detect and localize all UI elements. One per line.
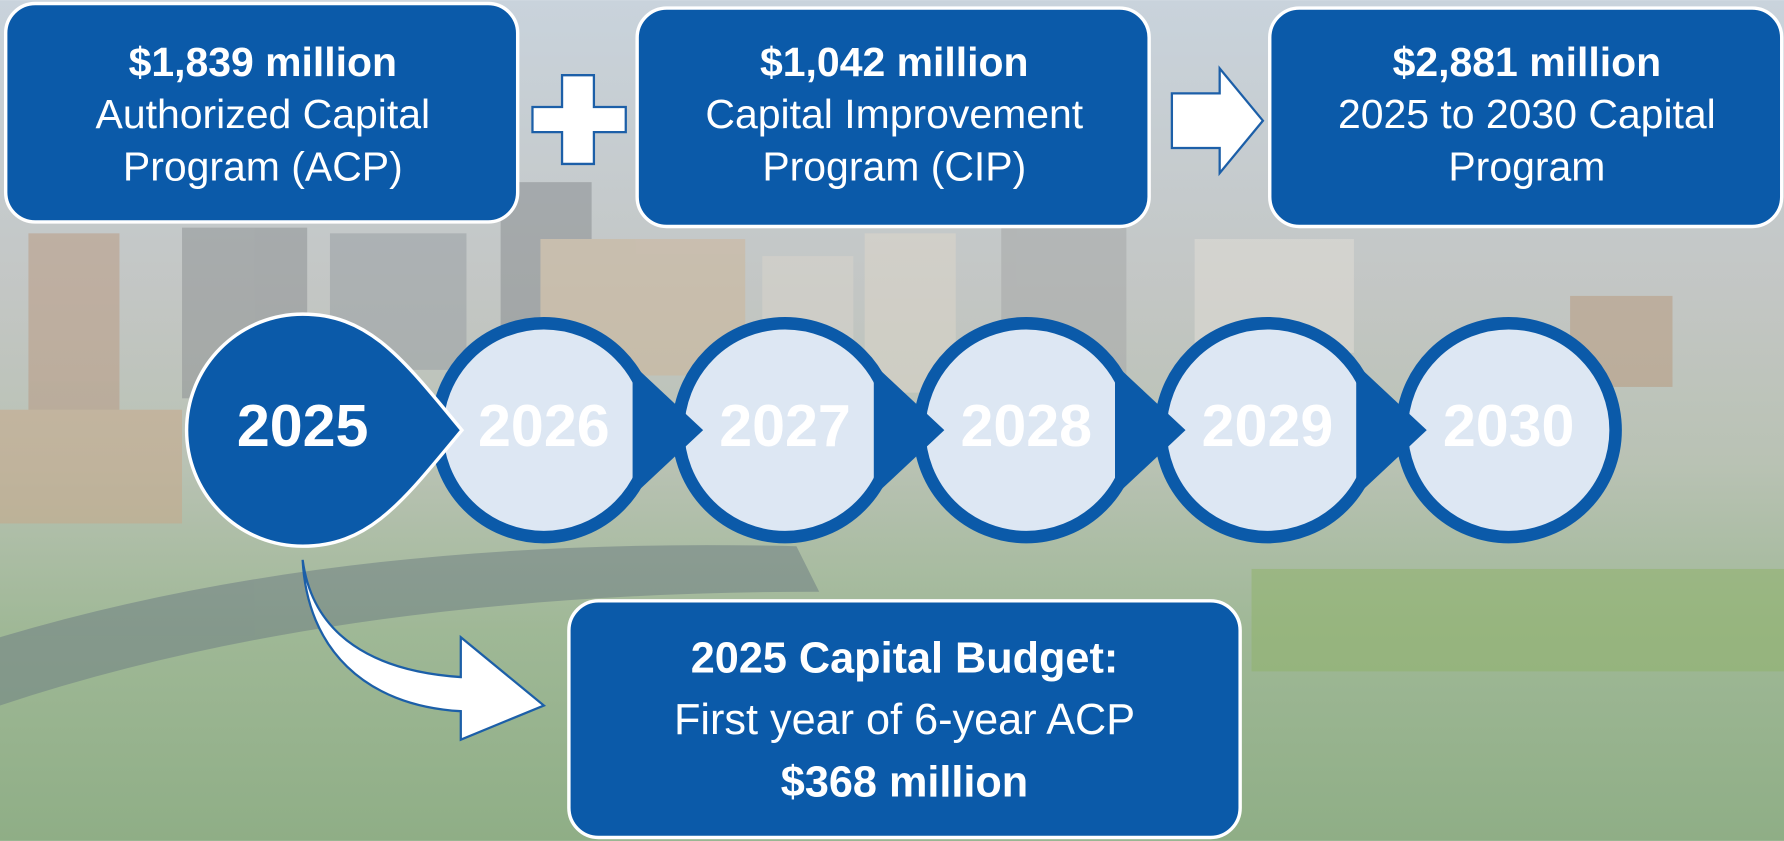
year-label: 2030 xyxy=(1443,392,1575,459)
year-label: 2026 xyxy=(478,392,610,459)
box-amount: $2,881 million xyxy=(1393,39,1661,85)
budget-subtitle: First year of 6-year ACP xyxy=(674,696,1135,744)
box-amount: $1,839 million xyxy=(129,39,398,85)
box-amount: $1,042 million xyxy=(760,39,1029,85)
year-label: 2025 xyxy=(237,392,369,459)
box-label: 2025 to 2030 Capital xyxy=(1338,91,1716,137)
year-label: 2028 xyxy=(960,392,1092,459)
year-label: 2027 xyxy=(719,392,851,459)
budget-title: 2025 Capital Budget: xyxy=(691,635,1118,683)
infographic: $1,839 million Authorized Capital Program … xyxy=(0,0,1784,841)
box-label: Program (ACP) xyxy=(123,143,403,189)
box-label: Authorized Capital xyxy=(96,91,431,137)
box-label: Program (CIP) xyxy=(762,143,1026,189)
page: $1,839 million Authorized Capital Program … xyxy=(0,0,1784,841)
year-label: 2029 xyxy=(1202,392,1334,459)
budget-amount: $368 million xyxy=(781,759,1028,807)
box-label: Program xyxy=(1448,143,1605,189)
program-boxes: $1,839 million Authorized Capital Program … xyxy=(6,4,1782,227)
box-label: Capital Improvement xyxy=(705,91,1083,137)
